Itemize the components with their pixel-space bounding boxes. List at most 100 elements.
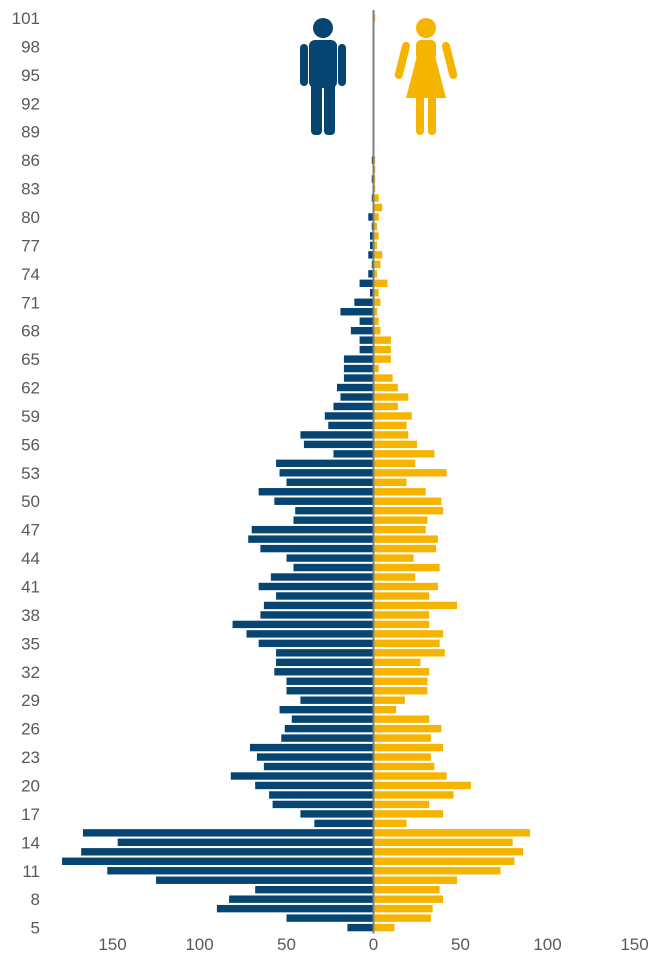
female-bar-age-7 xyxy=(373,904,433,913)
count-tick-label: 100 xyxy=(533,935,561,954)
male-bar-age-64 xyxy=(343,364,374,373)
age-tick-label: 29 xyxy=(21,691,40,710)
female-bar-age-82 xyxy=(373,194,379,202)
male-bar-age-40 xyxy=(276,592,374,600)
age-tick-label: 41 xyxy=(21,578,40,597)
male-figure-icon xyxy=(300,18,346,135)
female-bar-age-23 xyxy=(373,753,431,761)
female-bar-age-66 xyxy=(373,345,391,354)
female-bar-age-37 xyxy=(373,620,430,629)
female-bar-age-40 xyxy=(373,592,430,600)
male-bar-age-45 xyxy=(260,544,374,553)
age-tick-label: 11 xyxy=(22,862,40,881)
male-bar-age-17 xyxy=(300,810,374,818)
male-bar-age-71 xyxy=(354,298,374,306)
female-bar-age-65 xyxy=(373,355,391,363)
female-bar-age-27 xyxy=(373,715,430,723)
age-tick-label: 23 xyxy=(21,748,40,767)
male-bar-age-22 xyxy=(263,762,374,771)
male-bar-age-68 xyxy=(350,326,374,335)
age-tick-labels: 101 98 95 92 89 86 83 80 77 74 71 68 65 62 59 56 53 50 47 4… xyxy=(12,9,40,938)
female-bar-age-14 xyxy=(373,838,513,847)
female-bar-age-31 xyxy=(373,677,428,685)
male-bar-age-52 xyxy=(286,478,374,486)
count-tick-label: 100 xyxy=(185,935,213,954)
male-bar-age-49 xyxy=(295,507,374,515)
female-bar-age-73 xyxy=(373,279,388,287)
female-bar-age-13 xyxy=(373,848,524,856)
male-bar-age-80 xyxy=(368,213,374,221)
male-bar-age-10 xyxy=(156,876,374,884)
female-bar-age-29 xyxy=(373,696,405,704)
age-tick-label: 44 xyxy=(21,549,40,568)
female-bar-age-34 xyxy=(373,649,445,657)
female-bar-age-39 xyxy=(373,601,458,610)
female-bar-age-16 xyxy=(373,819,407,828)
male-bar-age-26 xyxy=(284,724,374,733)
male-bar-age-23 xyxy=(256,753,374,761)
female-bar-age-48 xyxy=(373,516,428,524)
female-bar-age-38 xyxy=(373,611,430,619)
age-tick-label: 95 xyxy=(21,66,40,85)
female-bar-age-52 xyxy=(373,478,407,486)
male-bar-age-69 xyxy=(359,317,374,325)
male-bar-age-51 xyxy=(258,488,374,496)
female-bar-age-74 xyxy=(373,270,377,278)
male-bar-age-9 xyxy=(255,886,374,894)
female-figure-icon xyxy=(394,18,458,135)
age-tick-label: 53 xyxy=(21,464,40,483)
male-bar-age-57 xyxy=(300,431,374,439)
female-bar-age-41 xyxy=(373,582,438,591)
male-bar-age-50 xyxy=(274,497,374,505)
male-bar-age-70 xyxy=(340,308,374,316)
male-bar-age-67 xyxy=(359,336,374,344)
male-bar-age-46 xyxy=(248,535,374,543)
age-tick-label: 14 xyxy=(21,833,40,852)
male-bar-age-47 xyxy=(251,525,374,534)
female-bar-age-70 xyxy=(373,308,377,316)
female-bar-age-45 xyxy=(373,544,437,553)
male-bar-age-29 xyxy=(300,696,374,704)
male-bar-age-16 xyxy=(314,819,374,828)
male-bar-age-31 xyxy=(286,677,374,685)
female-bar-age-9 xyxy=(373,886,440,894)
male-bar-age-43 xyxy=(293,563,374,572)
female-bar-age-44 xyxy=(373,554,414,562)
age-tick-label: 17 xyxy=(21,805,40,824)
female-bar-age-24 xyxy=(373,743,444,752)
female-bar-age-77 xyxy=(373,241,377,250)
age-tick-label: 77 xyxy=(21,236,40,255)
female-bar-age-69 xyxy=(373,317,379,325)
female-bar-age-59 xyxy=(373,412,412,420)
male-bar-age-19 xyxy=(269,791,374,799)
female-bar-age-50 xyxy=(373,497,442,505)
male-bar-age-72 xyxy=(370,289,374,297)
female-bar-age-81 xyxy=(373,203,383,212)
female-bar-age-61 xyxy=(373,393,409,401)
female-bar-age-43 xyxy=(373,563,440,572)
bars-layer xyxy=(62,14,531,932)
count-tick-labels: 150 100 50 0 50 100 150 xyxy=(98,935,648,954)
female-bar-age-51 xyxy=(373,488,426,496)
female-bar-age-56 xyxy=(373,440,417,449)
age-tick-label: 101 xyxy=(12,9,40,28)
female-bar-age-63 xyxy=(373,374,393,382)
female-bar-age-79 xyxy=(373,222,377,231)
female-bar-age-25 xyxy=(373,734,431,742)
male-bar-age-38 xyxy=(260,611,374,619)
male-bar-age-62 xyxy=(336,383,374,392)
male-bar-age-41 xyxy=(258,582,374,591)
male-bar-age-15 xyxy=(82,829,374,837)
male-bar-age-32 xyxy=(274,668,374,676)
female-bar-age-72 xyxy=(373,289,379,297)
female-bar-age-53 xyxy=(373,469,447,477)
female-bar-age-10 xyxy=(373,876,458,884)
count-tick-label: 150 xyxy=(620,935,648,954)
male-bar-age-53 xyxy=(279,469,374,477)
male-bar-age-13 xyxy=(81,848,374,856)
female-bar-age-20 xyxy=(373,781,471,790)
male-bar-age-36 xyxy=(246,630,374,638)
age-tick-label: 89 xyxy=(21,123,40,142)
age-tick-label: 71 xyxy=(21,293,40,312)
female-bar-age-30 xyxy=(373,687,428,695)
